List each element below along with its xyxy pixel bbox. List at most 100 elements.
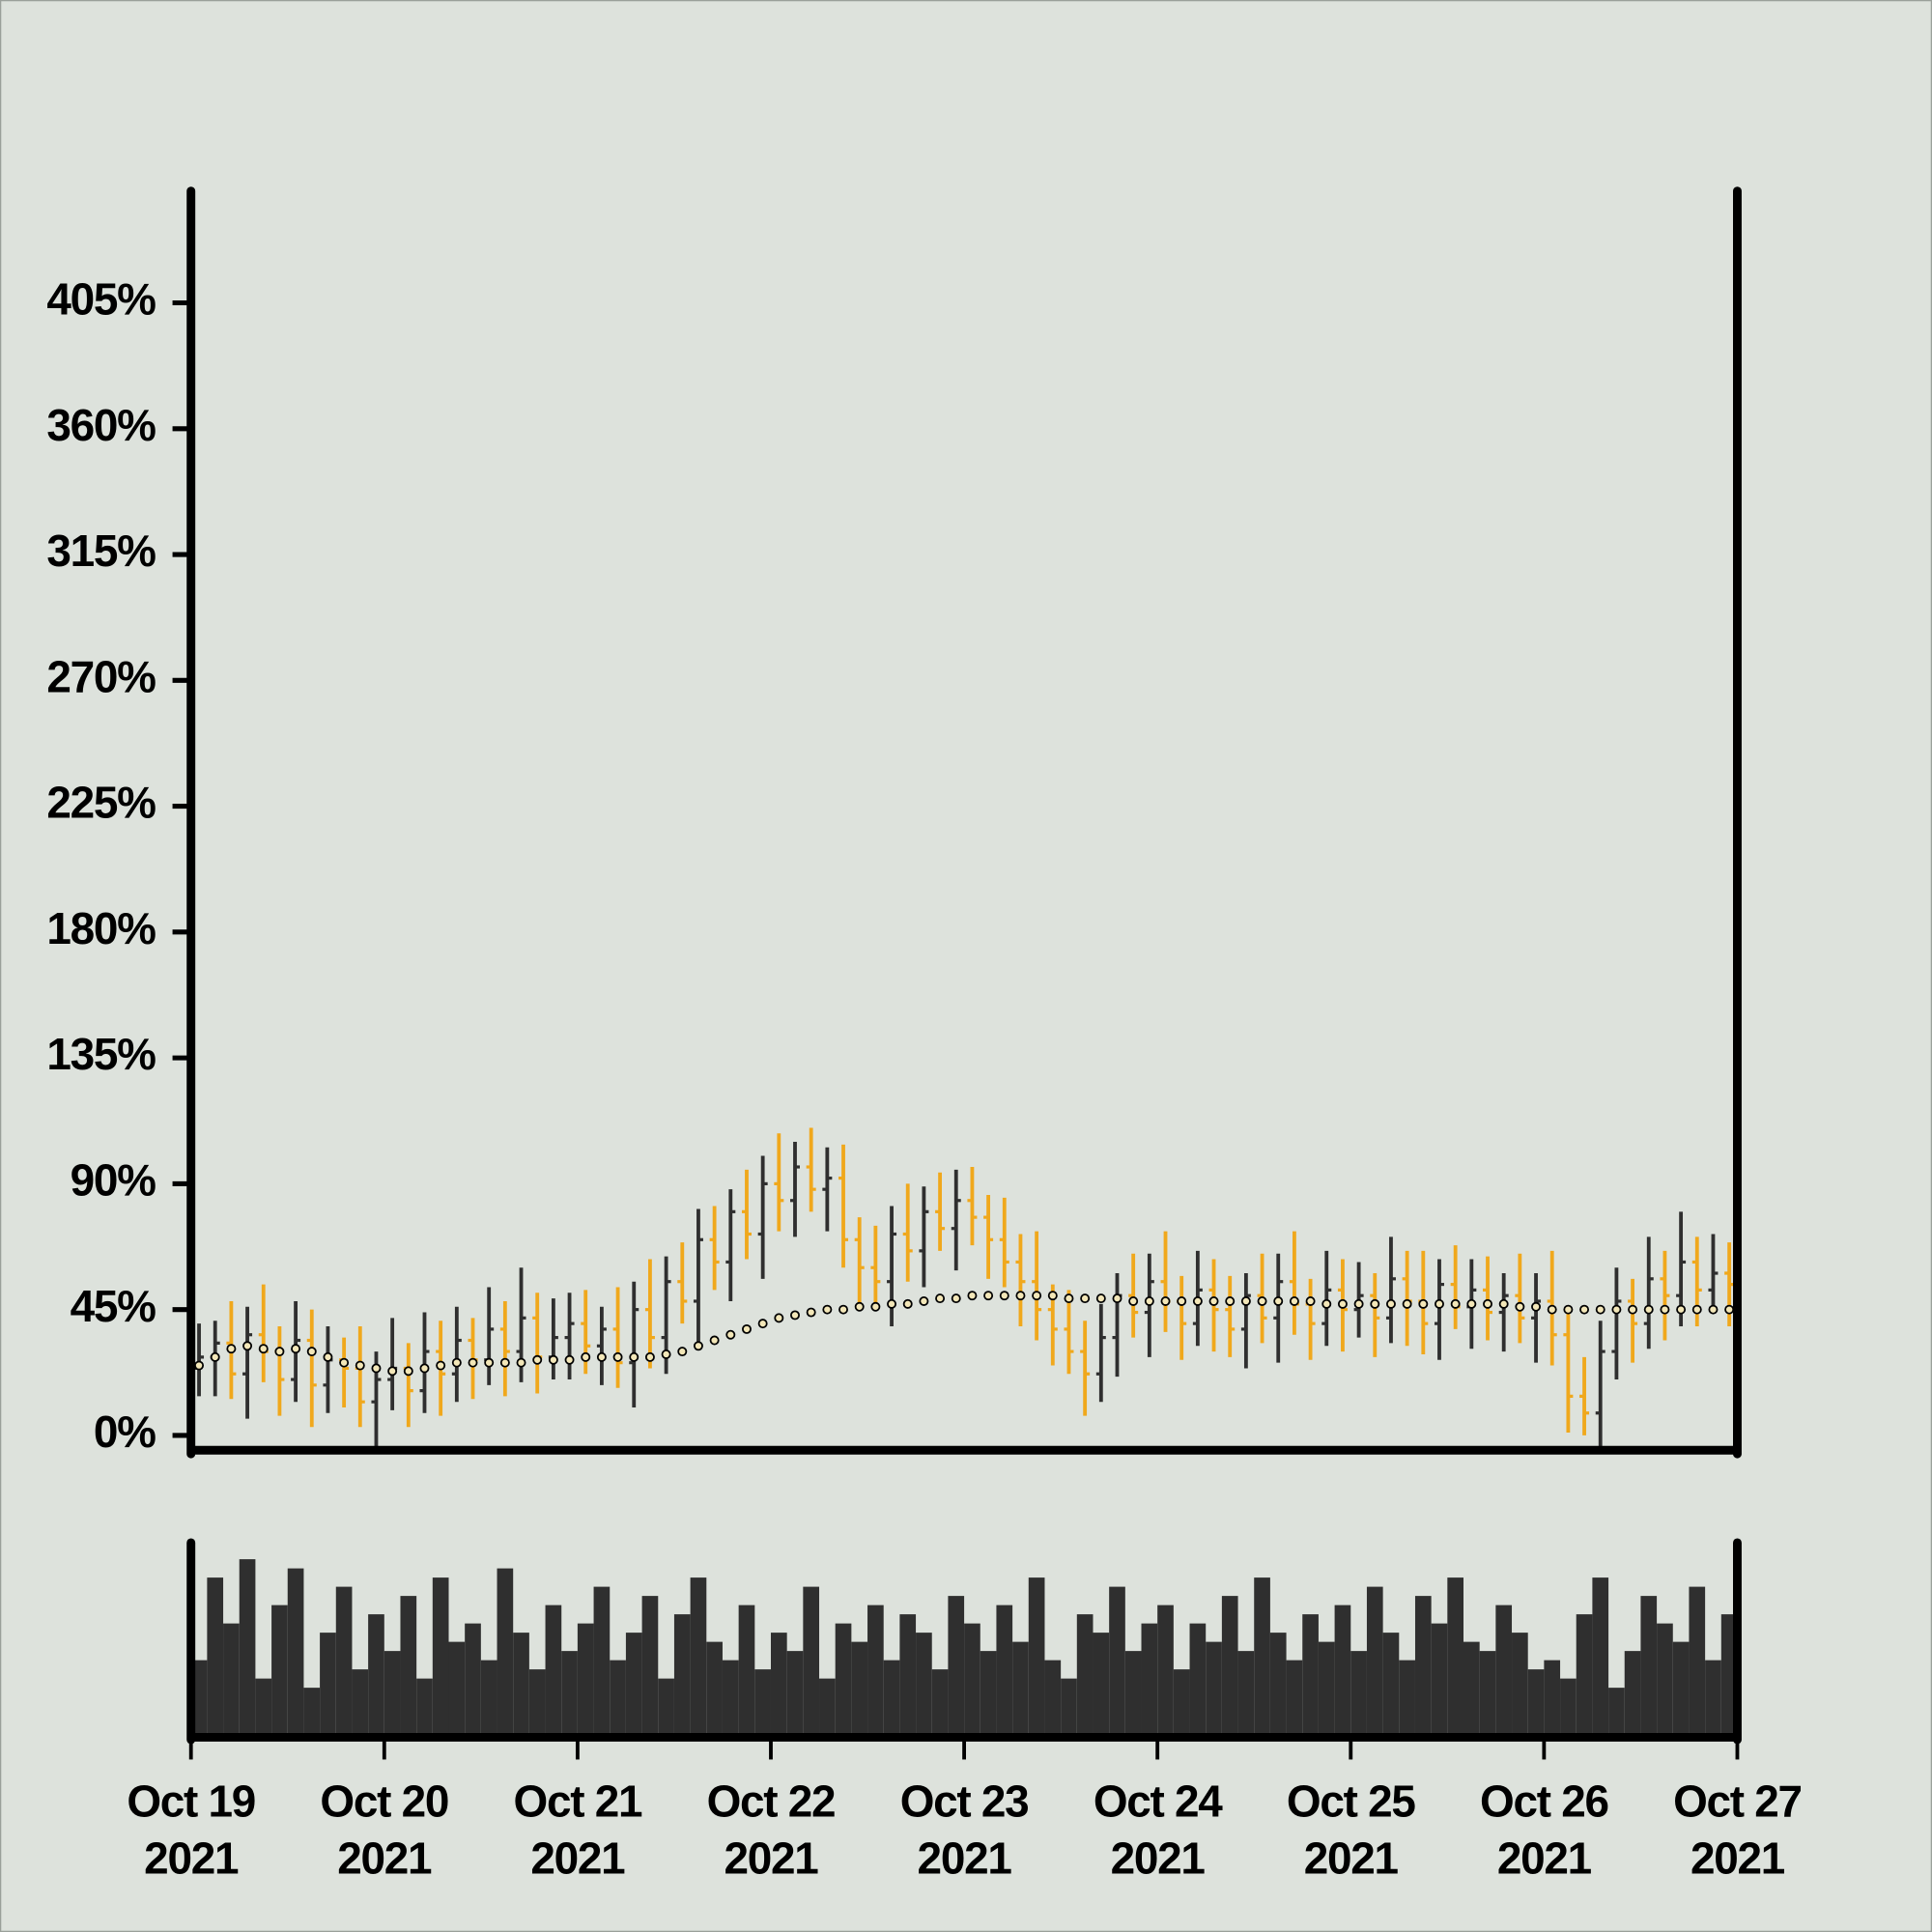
moving-average-point xyxy=(661,1350,671,1359)
volume-bar xyxy=(706,1641,723,1734)
moving-average-point xyxy=(210,1351,220,1362)
moving-average-point xyxy=(1144,1296,1154,1306)
volume-bar xyxy=(223,1623,240,1734)
volume-bar xyxy=(335,1586,353,1734)
moving-average-point xyxy=(1353,1298,1364,1309)
volume-bar xyxy=(1028,1577,1045,1734)
moving-average-point xyxy=(194,1360,205,1371)
moving-average-point xyxy=(1579,1304,1590,1315)
volume-bar xyxy=(1705,1660,1721,1734)
y-tick-label: 135% xyxy=(46,1029,156,1079)
moving-average-point xyxy=(1498,1298,1509,1309)
moving-average-point xyxy=(1418,1298,1429,1309)
volume-bar xyxy=(1608,1688,1625,1734)
volume-bar xyxy=(1044,1660,1062,1734)
volume-bar xyxy=(1061,1678,1077,1734)
x-tick-label: Oct 19 xyxy=(127,1776,255,1827)
x-tick-label: 2021 xyxy=(530,1833,625,1883)
moving-average-point xyxy=(1563,1304,1574,1315)
moving-average-point xyxy=(774,1313,784,1323)
volume-bar xyxy=(996,1605,1013,1734)
volume-bar xyxy=(480,1660,497,1734)
volume-bar xyxy=(1109,1586,1125,1734)
moving-average-point xyxy=(742,1323,752,1334)
volume-bar xyxy=(722,1660,739,1734)
moving-average-point xyxy=(436,1360,446,1371)
moving-average-point xyxy=(1611,1304,1622,1315)
volume-bar xyxy=(448,1641,466,1734)
moving-average-point xyxy=(548,1354,558,1365)
volume-bar xyxy=(625,1633,642,1734)
moving-average-point xyxy=(1321,1298,1332,1309)
moving-average-point xyxy=(1385,1298,1396,1309)
volume-bar xyxy=(610,1660,626,1734)
moving-average-point xyxy=(1483,1298,1492,1309)
volume-bar xyxy=(690,1577,707,1734)
moving-average-point xyxy=(629,1351,639,1362)
moving-average-point xyxy=(967,1291,978,1301)
moving-average-point xyxy=(258,1344,269,1354)
volume-bar xyxy=(1334,1605,1351,1734)
moving-average-point xyxy=(1370,1298,1380,1309)
moving-average-point xyxy=(1450,1298,1461,1309)
volume-bar xyxy=(754,1669,771,1734)
volume-panel xyxy=(190,1559,1738,1734)
moving-average-point xyxy=(951,1293,961,1304)
volume-bar xyxy=(368,1614,384,1734)
volume-bar xyxy=(384,1651,401,1734)
volume-bar xyxy=(207,1577,224,1734)
volume-bar xyxy=(1640,1596,1658,1734)
volume-bar xyxy=(770,1633,787,1734)
volume-bar xyxy=(835,1623,852,1734)
y-tick-label: 45% xyxy=(71,1281,156,1331)
plot-area xyxy=(194,1127,1735,1447)
volume-bar xyxy=(1672,1641,1690,1734)
volume-bar xyxy=(1286,1660,1303,1734)
moving-average-point xyxy=(451,1357,462,1368)
volume-bar xyxy=(851,1641,868,1734)
volume-bar xyxy=(1173,1669,1190,1734)
moving-average-point xyxy=(709,1335,720,1346)
volume-bar xyxy=(1479,1651,1496,1734)
volume-bar xyxy=(1624,1651,1641,1734)
moving-average-point xyxy=(499,1357,510,1368)
y-tick-label: 90% xyxy=(71,1155,156,1206)
volume-bar xyxy=(1382,1633,1400,1734)
volume-bar xyxy=(867,1605,884,1734)
volume-bar xyxy=(1689,1586,1706,1734)
moving-average-point xyxy=(1337,1298,1348,1309)
moving-average-point xyxy=(1128,1296,1139,1306)
volume-bar xyxy=(1495,1605,1513,1734)
volume-bar xyxy=(320,1633,336,1734)
volume-bar xyxy=(513,1633,529,1734)
volume-bar xyxy=(287,1568,304,1734)
y-tick-label: 315% xyxy=(46,526,156,576)
volume-bar xyxy=(1093,1633,1110,1734)
moving-average-point xyxy=(1305,1296,1316,1306)
volume-bar xyxy=(1076,1614,1094,1734)
volume-bar xyxy=(528,1669,546,1734)
volume-bar xyxy=(1124,1651,1142,1734)
volume-bar xyxy=(1302,1614,1319,1734)
moving-average-point xyxy=(323,1351,333,1362)
moving-average-point xyxy=(1208,1296,1219,1306)
volume-bar xyxy=(1269,1633,1287,1734)
volume-bar xyxy=(899,1614,917,1734)
volume-bar xyxy=(641,1596,659,1734)
moving-average-point xyxy=(468,1357,478,1368)
volume-bar xyxy=(1431,1623,1448,1734)
x-tick-label: 2021 xyxy=(918,1833,1012,1883)
volume-bar xyxy=(738,1605,755,1734)
moving-average-point xyxy=(1402,1298,1412,1309)
moving-average-point xyxy=(757,1319,768,1329)
volume-bar xyxy=(1399,1660,1415,1734)
volume-bar xyxy=(545,1605,562,1734)
volume-bar xyxy=(352,1669,369,1734)
moving-average-point xyxy=(644,1351,655,1362)
volume-bar xyxy=(1366,1586,1383,1734)
moving-average-point xyxy=(1708,1304,1719,1315)
moving-average-point xyxy=(612,1351,623,1362)
moving-average-point xyxy=(1515,1301,1525,1312)
